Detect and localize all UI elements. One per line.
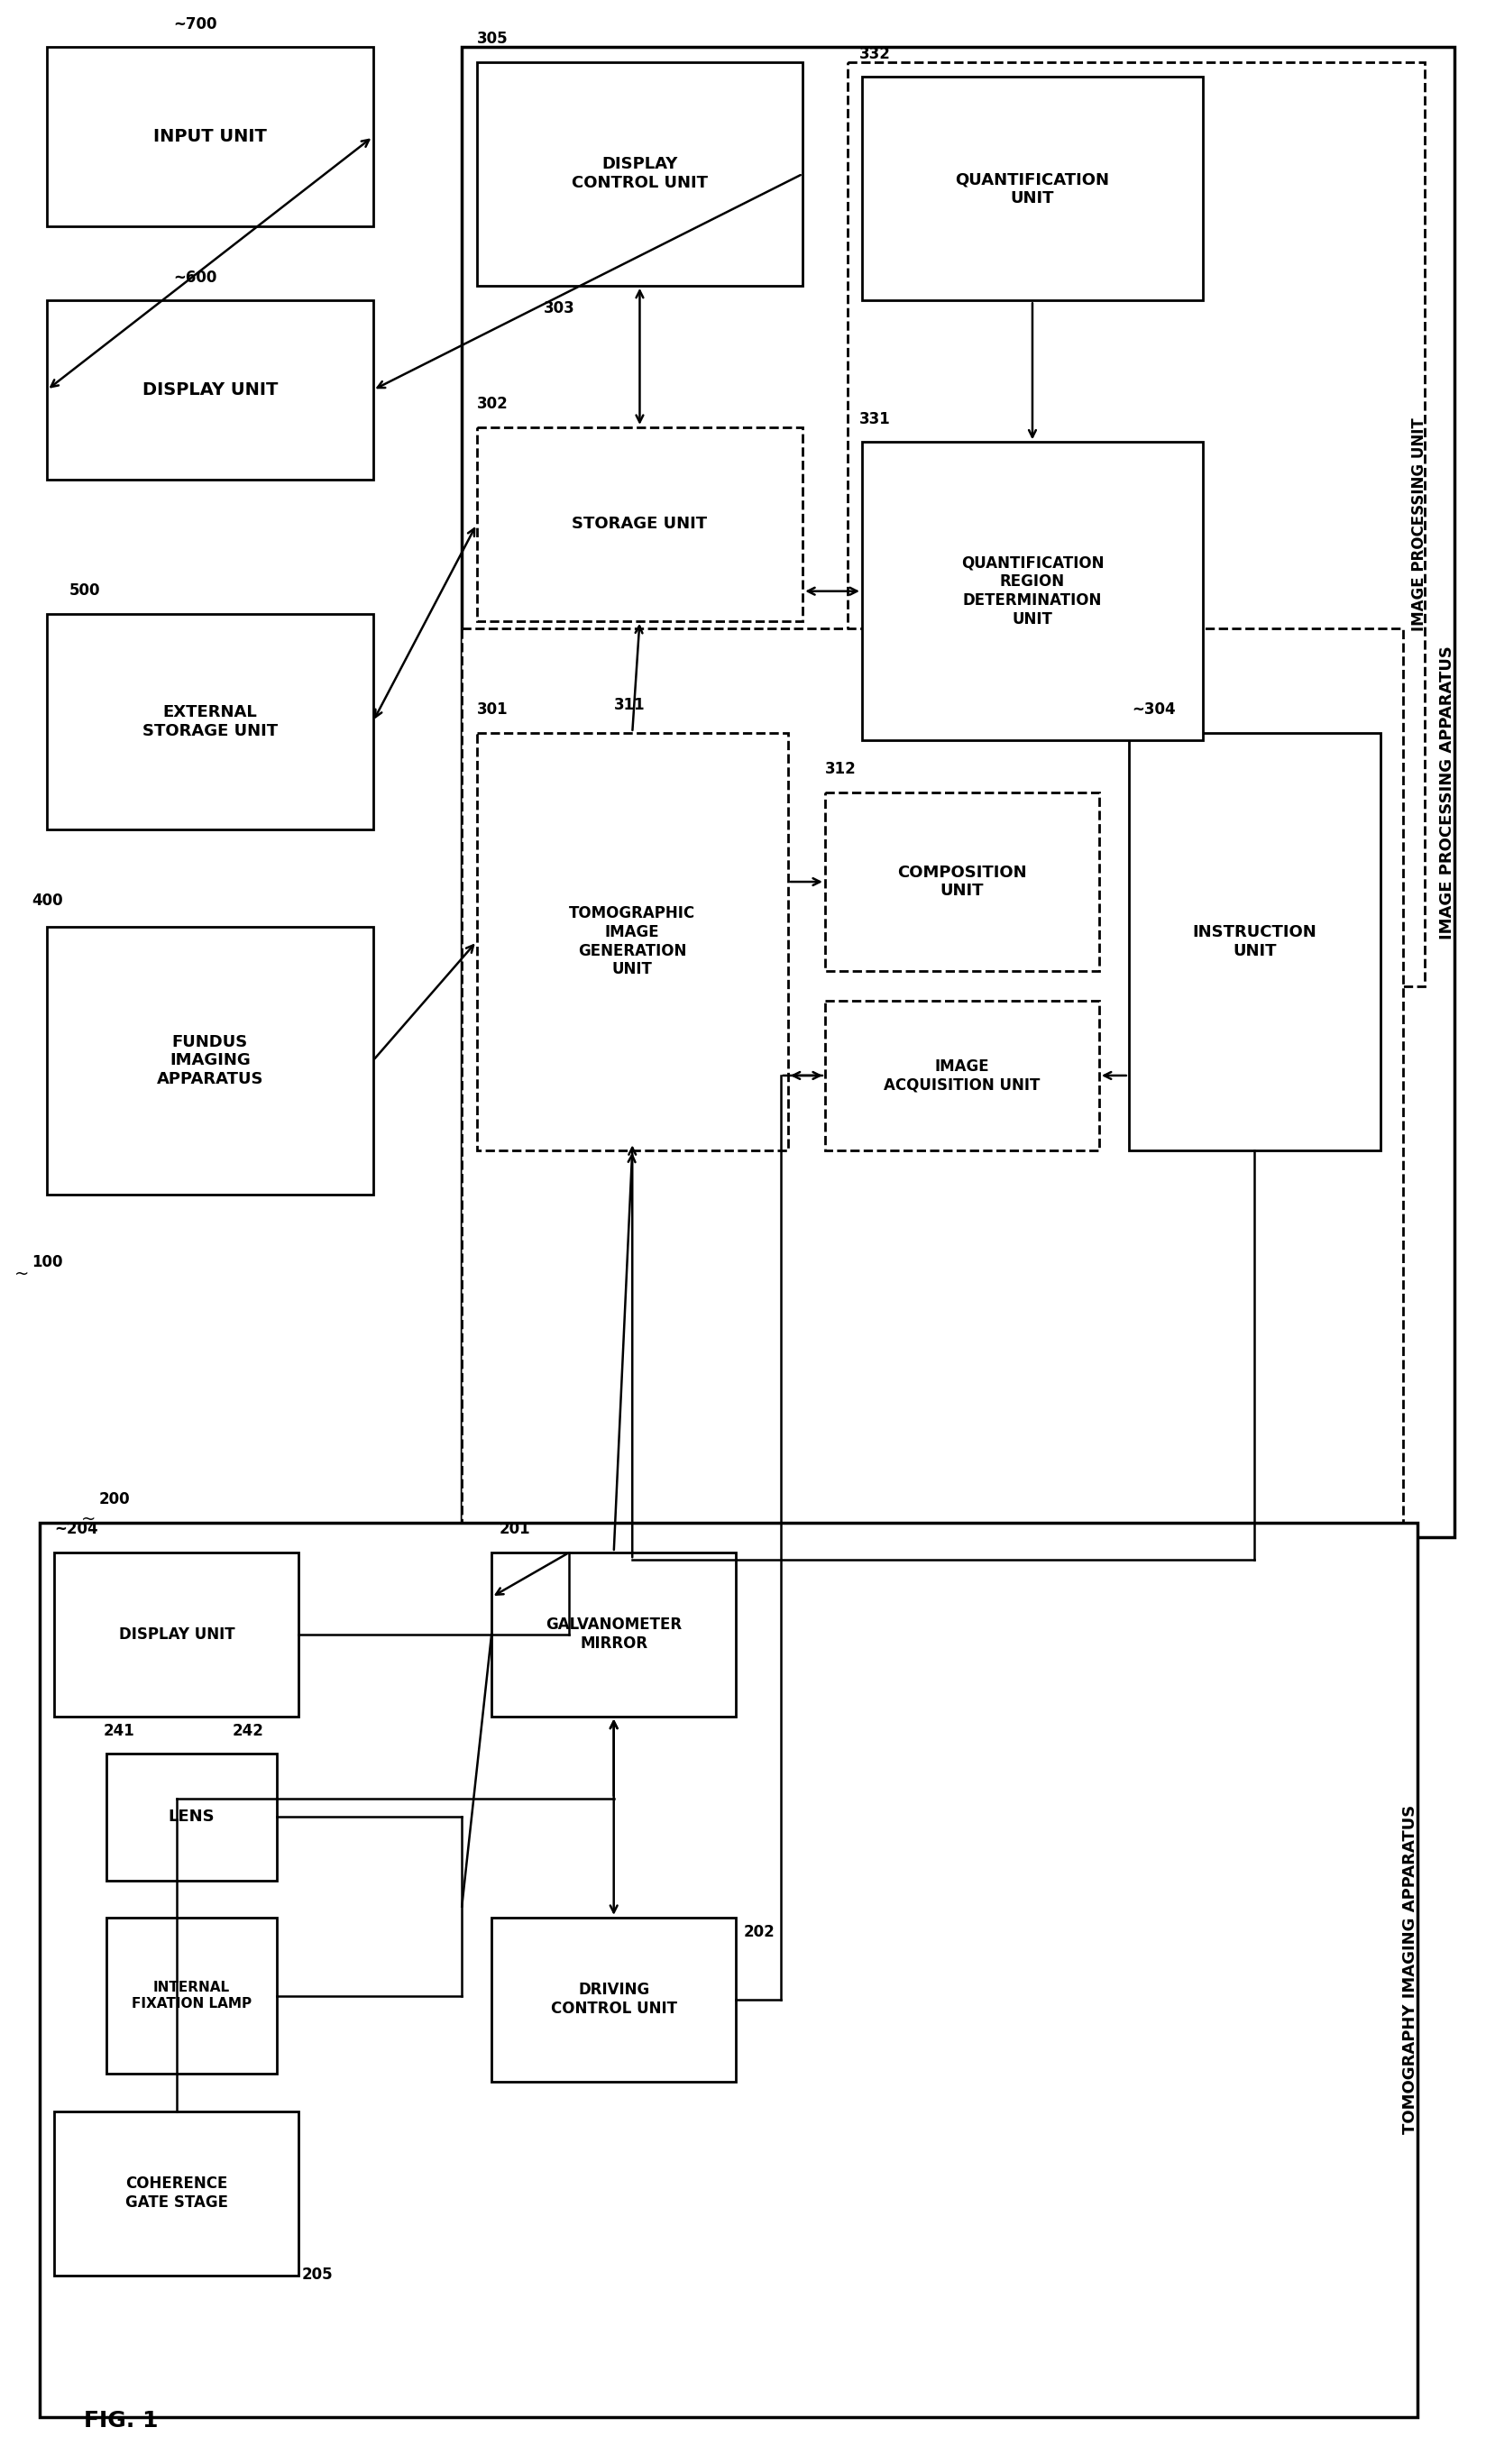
Text: FIG. 1: FIG. 1 (83, 2410, 159, 2432)
Text: GALVANOMETER
MIRROR: GALVANOMETER MIRROR (545, 1616, 682, 1651)
FancyBboxPatch shape (462, 47, 1453, 1538)
FancyBboxPatch shape (862, 441, 1202, 739)
FancyBboxPatch shape (477, 426, 802, 621)
Text: STORAGE UNIT: STORAGE UNIT (572, 515, 707, 532)
Text: COMPOSITION
UNIT: COMPOSITION UNIT (896, 865, 1027, 899)
FancyBboxPatch shape (492, 1917, 736, 2082)
FancyBboxPatch shape (477, 732, 788, 1151)
Text: ~600: ~600 (174, 269, 217, 286)
Text: IMAGE PROCESSING UNIT: IMAGE PROCESSING UNIT (1410, 416, 1427, 631)
Text: 331: 331 (859, 411, 890, 426)
Text: 312: 312 (825, 761, 856, 779)
Text: 202: 202 (743, 1924, 774, 1939)
FancyBboxPatch shape (48, 926, 373, 1195)
FancyBboxPatch shape (1128, 732, 1380, 1151)
FancyBboxPatch shape (477, 62, 802, 286)
FancyBboxPatch shape (55, 2112, 299, 2274)
FancyBboxPatch shape (48, 47, 373, 227)
Text: FUNDUS
IMAGING
APPARATUS: FUNDUS IMAGING APPARATUS (156, 1035, 263, 1087)
Text: INPUT UNIT: INPUT UNIT (153, 128, 266, 145)
Text: 205: 205 (302, 2267, 333, 2282)
FancyBboxPatch shape (862, 76, 1202, 301)
FancyBboxPatch shape (492, 1552, 736, 1717)
Text: COHERENCE
GATE STAGE: COHERENCE GATE STAGE (125, 2176, 227, 2210)
Text: 200: 200 (98, 1491, 129, 1508)
FancyBboxPatch shape (825, 1000, 1098, 1151)
FancyBboxPatch shape (462, 628, 1403, 1538)
Text: 100: 100 (33, 1254, 64, 1269)
FancyBboxPatch shape (847, 62, 1424, 986)
FancyBboxPatch shape (40, 1523, 1416, 2417)
Text: ~204: ~204 (55, 1520, 98, 1538)
Text: ~: ~ (82, 1510, 95, 1528)
FancyBboxPatch shape (48, 301, 373, 480)
Text: 303: 303 (542, 301, 575, 318)
Text: DISPLAY UNIT: DISPLAY UNIT (119, 1626, 235, 1643)
Text: 500: 500 (70, 582, 100, 599)
Text: TOMOGRAPHY IMAGING APPARATUS: TOMOGRAPHY IMAGING APPARATUS (1401, 1806, 1418, 2134)
Text: DISPLAY
CONTROL UNIT: DISPLAY CONTROL UNIT (571, 155, 707, 192)
FancyBboxPatch shape (48, 614, 373, 830)
Text: 242: 242 (232, 1722, 263, 1740)
Text: 301: 301 (477, 702, 508, 717)
Text: INSTRUCTION
UNIT: INSTRUCTION UNIT (1192, 924, 1317, 958)
Text: 332: 332 (859, 47, 890, 62)
Text: DRIVING
CONTROL UNIT: DRIVING CONTROL UNIT (550, 1981, 676, 2018)
Text: 305: 305 (477, 32, 508, 47)
Text: TOMOGRAPHIC
IMAGE
GENERATION
UNIT: TOMOGRAPHIC IMAGE GENERATION UNIT (569, 904, 695, 978)
Text: LENS: LENS (168, 1809, 214, 1826)
FancyBboxPatch shape (106, 1917, 276, 2075)
Text: QUANTIFICATION
UNIT: QUANTIFICATION UNIT (954, 172, 1109, 207)
Text: IMAGE PROCESSING APPARATUS: IMAGE PROCESSING APPARATUS (1438, 646, 1455, 939)
Text: DISPLAY UNIT: DISPLAY UNIT (143, 382, 278, 399)
Text: INTERNAL
FIXATION LAMP: INTERNAL FIXATION LAMP (131, 1981, 251, 2011)
Text: QUANTIFICATION
REGION
DETERMINATION
UNIT: QUANTIFICATION REGION DETERMINATION UNIT (960, 554, 1103, 628)
Text: 302: 302 (477, 397, 508, 411)
FancyBboxPatch shape (55, 1552, 299, 1717)
Text: 241: 241 (103, 1722, 135, 1740)
Text: ~700: ~700 (174, 17, 217, 32)
Text: IMAGE
ACQUISITION UNIT: IMAGE ACQUISITION UNIT (883, 1057, 1040, 1094)
Text: 400: 400 (33, 892, 64, 909)
Text: EXTERNAL
STORAGE UNIT: EXTERNAL STORAGE UNIT (143, 705, 278, 739)
Text: 311: 311 (614, 697, 645, 715)
Text: ~304: ~304 (1131, 702, 1175, 717)
Text: 201: 201 (499, 1520, 531, 1538)
Text: ~: ~ (15, 1264, 30, 1281)
FancyBboxPatch shape (825, 793, 1098, 971)
FancyBboxPatch shape (106, 1754, 276, 1880)
